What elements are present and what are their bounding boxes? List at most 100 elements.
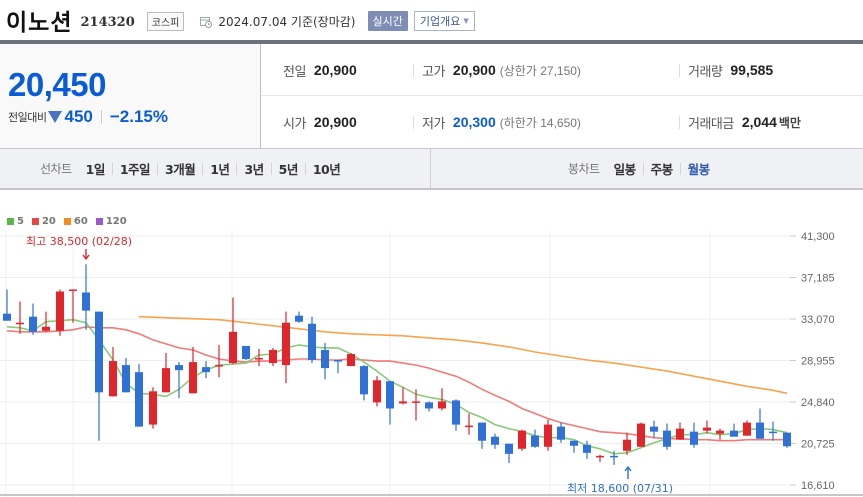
candle-down[interactable] bbox=[491, 436, 499, 445]
candle-down[interactable] bbox=[690, 431, 698, 445]
tab-line-1d[interactable]: 1일 bbox=[85, 162, 106, 177]
candle-up[interactable] bbox=[16, 322, 24, 325]
up-arrow-icon bbox=[624, 465, 632, 479]
candle-down[interactable] bbox=[478, 422, 486, 441]
candle-up[interactable] bbox=[544, 424, 552, 447]
candle-up[interactable] bbox=[282, 322, 290, 366]
tab-candle-weekly[interactable]: 주봉 bbox=[650, 162, 674, 177]
candle-up[interactable] bbox=[69, 289, 77, 291]
tab-line-1y[interactable]: 1년 bbox=[210, 162, 230, 177]
company-overview-button[interactable]: 기업개요 ▼ bbox=[413, 11, 475, 31]
candle-down[interactable] bbox=[769, 431, 777, 434]
candle-up[interactable] bbox=[743, 422, 751, 436]
ma5-swatch-icon bbox=[7, 218, 14, 225]
candle-down[interactable] bbox=[650, 426, 658, 432]
candle-down[interactable] bbox=[3, 313, 11, 321]
candle-down[interactable] bbox=[557, 426, 565, 440]
candle-up[interactable] bbox=[703, 427, 711, 431]
candle-chart-tabs: 봉차트 일봉 주봉 월봉 bbox=[430, 149, 863, 188]
candle-up[interactable] bbox=[716, 430, 724, 434]
candle-up[interactable] bbox=[215, 365, 223, 367]
candle-down[interactable] bbox=[321, 349, 329, 369]
candle-up[interactable] bbox=[623, 439, 631, 451]
change-label: 전일대비 bbox=[8, 111, 47, 124]
candle-up[interactable] bbox=[269, 349, 277, 364]
candle-down[interactable] bbox=[452, 400, 460, 425]
low-price: 저가 20,300 (하한가 14,650) bbox=[413, 96, 581, 148]
chart-canvas: 41,300 37,185 33,070 28,955 24,840 20,725 16,6… bbox=[0, 231, 863, 497]
tab-line-3y[interactable]: 3년 bbox=[244, 162, 264, 177]
candle-up[interactable] bbox=[373, 380, 381, 403]
candle-up[interactable] bbox=[412, 401, 420, 403]
high-price: 고가 20,900 (상한가 27,150) bbox=[413, 44, 581, 96]
candle-down[interactable] bbox=[756, 422, 764, 439]
price-change-row: 전일대비 450 −2.15% bbox=[8, 107, 168, 127]
candle-down[interactable] bbox=[242, 345, 250, 360]
candle-up[interactable] bbox=[637, 423, 645, 447]
prev-close-label: 전일 bbox=[283, 64, 306, 80]
candle-down[interactable] bbox=[175, 365, 183, 371]
candle-down[interactable] bbox=[360, 366, 368, 395]
candle-down[interactable] bbox=[295, 315, 303, 322]
line-chart-tabs: 선차트 1일 1주일 3개월 1년 3년 5년 10년 bbox=[0, 149, 430, 188]
stock-code: 214320 bbox=[80, 14, 135, 30]
date-basis: 기준(장마감) bbox=[290, 14, 356, 29]
candle-down[interactable] bbox=[334, 360, 342, 362]
candle-up[interactable] bbox=[229, 331, 237, 364]
candle-down[interactable] bbox=[425, 402, 433, 409]
candle-down[interactable] bbox=[202, 367, 210, 373]
candle-down[interactable] bbox=[308, 323, 316, 361]
legend-label: 20 bbox=[41, 216, 56, 227]
candle-up[interactable] bbox=[56, 291, 64, 331]
candle-up[interactable] bbox=[255, 358, 263, 360]
legend-ma5[interactable]: 5 bbox=[7, 216, 24, 227]
candle-up[interactable] bbox=[347, 353, 355, 367]
legend-ma20[interactable]: 20 bbox=[31, 216, 56, 227]
legend-ma120[interactable]: 120 bbox=[95, 216, 127, 227]
tab-candle-daily[interactable]: 일봉 bbox=[613, 162, 637, 177]
tab-line-10y[interactable]: 10년 bbox=[312, 162, 341, 177]
candle-up[interactable] bbox=[109, 361, 117, 397]
divider bbox=[679, 162, 681, 175]
candle-up[interactable] bbox=[149, 391, 157, 425]
candle-up[interactable] bbox=[189, 362, 197, 394]
divider bbox=[679, 63, 680, 77]
tab-line-5y[interactable]: 5년 bbox=[278, 162, 299, 177]
candle-down[interactable] bbox=[135, 372, 143, 427]
candle-up[interactable] bbox=[465, 425, 473, 428]
candle-up[interactable] bbox=[518, 430, 526, 449]
candle-down[interactable] bbox=[82, 292, 90, 311]
candle-down[interactable] bbox=[663, 430, 671, 447]
candle-up[interactable] bbox=[399, 401, 407, 404]
candle-down[interactable] bbox=[531, 435, 539, 447]
tab-line-3m[interactable]: 3개월 bbox=[165, 162, 196, 177]
candle-down[interactable] bbox=[570, 440, 578, 446]
candle-down[interactable] bbox=[783, 432, 791, 447]
tab-candle-monthly[interactable]: 월봉 bbox=[687, 162, 711, 177]
realtime-button[interactable]: 실시간 bbox=[367, 11, 408, 31]
candle-down[interactable] bbox=[730, 430, 738, 437]
candle-down[interactable] bbox=[122, 365, 130, 393]
candle-up[interactable] bbox=[438, 401, 446, 409]
volume-label: 거래량 bbox=[688, 64, 723, 80]
candle-up[interactable] bbox=[162, 368, 170, 393]
trade-value-value: 2,044 bbox=[741, 114, 777, 130]
legend-ma60[interactable]: 60 bbox=[63, 216, 88, 227]
candle-down[interactable] bbox=[610, 455, 618, 458]
candle-down[interactable] bbox=[386, 381, 394, 409]
candle-down[interactable] bbox=[95, 311, 103, 393]
candle-down[interactable] bbox=[505, 443, 513, 454]
candle-down[interactable] bbox=[583, 444, 591, 453]
current-price: 20,450 bbox=[8, 66, 106, 103]
candle-up[interactable] bbox=[42, 326, 50, 331]
candle-up[interactable] bbox=[596, 455, 604, 458]
candle-down[interactable] bbox=[29, 316, 37, 332]
stock-header: 이노션 214320 코스피 2024.07.04 기준(장마감) 실시간 기업… bbox=[0, 0, 863, 40]
divider bbox=[413, 63, 414, 77]
tab-line-1w[interactable]: 1주일 bbox=[119, 162, 151, 177]
candle-up[interactable] bbox=[676, 428, 684, 440]
volume-value: 99,585 bbox=[730, 62, 774, 78]
upper-limit-value: 27,150) bbox=[540, 63, 581, 78]
chart-legend: 5 20 60 120 bbox=[7, 216, 127, 227]
current-price-panel: 20,450 전일대비 450 −2.15% bbox=[0, 44, 261, 148]
